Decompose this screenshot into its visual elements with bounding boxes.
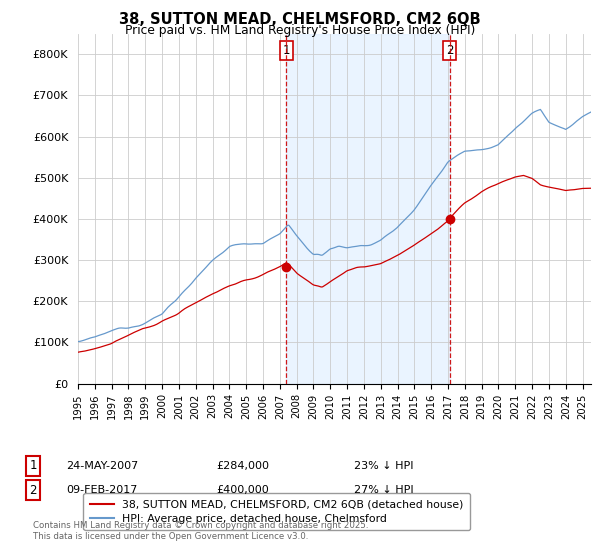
Text: 27% ↓ HPI: 27% ↓ HPI xyxy=(354,485,413,495)
Legend: 38, SUTTON MEAD, CHELMSFORD, CM2 6QB (detached house), HPI: Average price, detac: 38, SUTTON MEAD, CHELMSFORD, CM2 6QB (de… xyxy=(83,493,470,530)
Text: 38, SUTTON MEAD, CHELMSFORD, CM2 6QB: 38, SUTTON MEAD, CHELMSFORD, CM2 6QB xyxy=(119,12,481,27)
Text: 24-MAY-2007: 24-MAY-2007 xyxy=(66,461,138,471)
Text: 1: 1 xyxy=(29,459,37,473)
Text: 2: 2 xyxy=(29,483,37,497)
Text: 09-FEB-2017: 09-FEB-2017 xyxy=(66,485,137,495)
Text: £400,000: £400,000 xyxy=(216,485,269,495)
Bar xyxy=(286,34,450,384)
Text: Price paid vs. HM Land Registry's House Price Index (HPI): Price paid vs. HM Land Registry's House … xyxy=(125,24,475,37)
Text: 23% ↓ HPI: 23% ↓ HPI xyxy=(354,461,413,471)
Text: £284,000: £284,000 xyxy=(216,461,269,471)
Text: 1: 1 xyxy=(283,44,290,57)
Text: 2: 2 xyxy=(446,44,454,57)
Text: Contains HM Land Registry data © Crown copyright and database right 2025.
This d: Contains HM Land Registry data © Crown c… xyxy=(33,521,368,540)
